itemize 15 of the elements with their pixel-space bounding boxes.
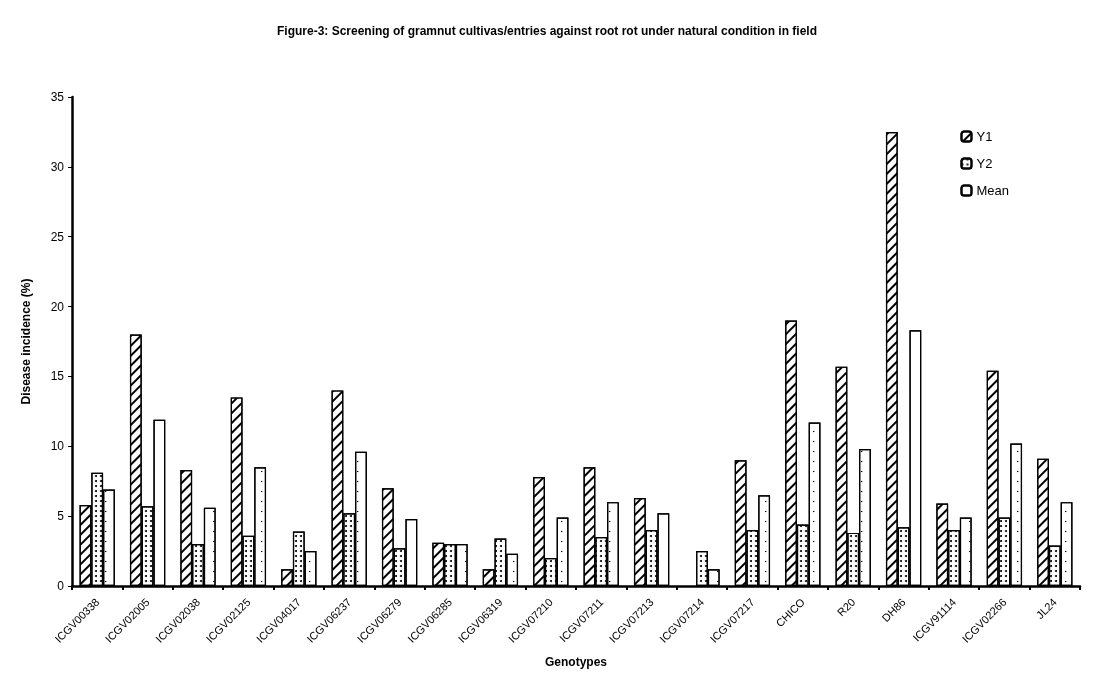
legend-label: Mean <box>976 183 1010 198</box>
y-tick-label: 25 <box>50 229 65 244</box>
y-tick-label: 15 <box>50 369 65 384</box>
chart-title: Figure-3: Screening of gramnut cultivas/entries against root rot under natural condition in field <box>276 24 818 38</box>
y-tick-label: 35 <box>50 90 65 104</box>
y-tick-label: 0 <box>57 579 65 593</box>
legend-label: Y1 <box>976 129 993 144</box>
y-tick-label: 20 <box>50 299 65 314</box>
x-axis-title: Genotypes <box>544 655 608 669</box>
x-tick-label: R20 <box>834 595 858 619</box>
y-tick-label: 5 <box>57 509 65 524</box>
y-axis-title: Disease incidence (%) <box>19 278 33 405</box>
y-tick-label: 10 <box>50 439 65 454</box>
y-tick-label: 30 <box>50 159 65 174</box>
legend-label: Y2 <box>976 156 993 171</box>
